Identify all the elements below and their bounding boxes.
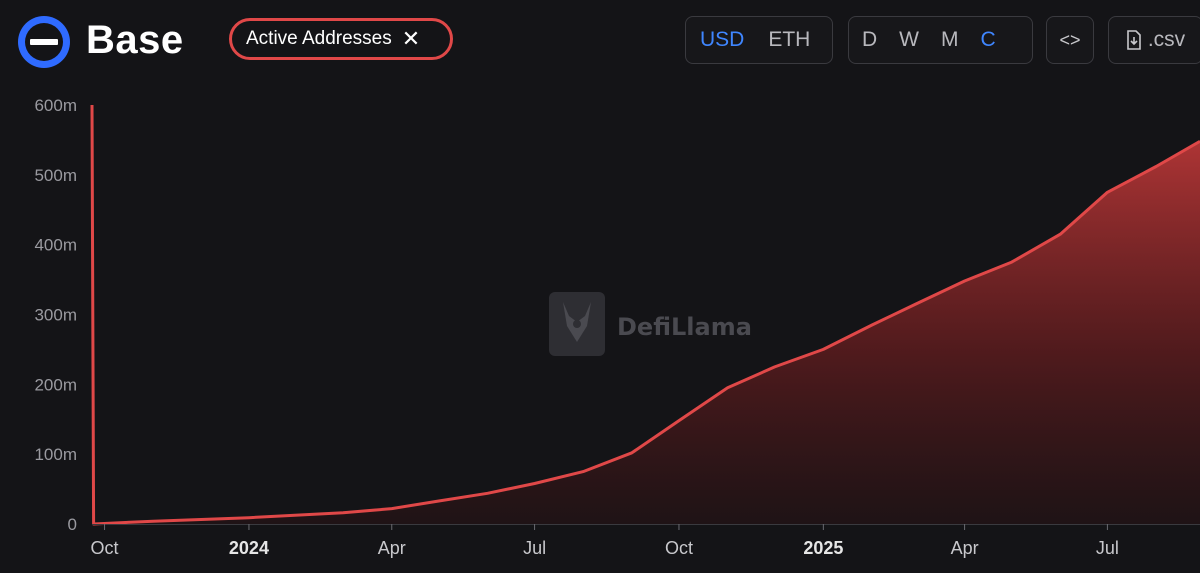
chart-header: Base Active Addresses ✕ USD ETH D W M C … [0,0,1200,90]
series-line [90,104,1200,526]
x-tick-label: Oct [91,538,119,558]
metric-chip-label: Active Addresses [246,28,392,49]
period-weekly-button[interactable]: W [899,28,919,51]
base-logo-icon [18,16,70,68]
y-tick-label: 500m [34,166,77,185]
llama-logo-icon [549,292,605,356]
y-tick-label: 200m [34,375,77,394]
code-icon: <> [1059,29,1081,50]
series-area [93,141,1200,524]
x-tick-label: 2024 [229,538,269,558]
x-tick-label: Jul [523,538,546,558]
download-csv-button[interactable]: .csv [1108,16,1200,64]
y-tick-label: 300m [34,306,77,325]
period-monthly-button[interactable]: M [941,28,959,51]
chain-title: Base [86,18,184,62]
active-addresses-chip[interactable]: Active Addresses ✕ [229,18,453,60]
y-tick-label: 600m [34,96,77,115]
y-tick-label: 400m [34,236,77,255]
y-tick-label: 0 [68,515,77,534]
y-tick-label: 100m [34,445,77,464]
period-toggle: D W M C [848,16,1033,64]
currency-eth-button[interactable]: ETH [768,28,811,51]
period-daily-button[interactable]: D [862,28,878,51]
embed-button[interactable]: <> [1046,16,1094,64]
y-axis: 0 100m 200m 300m 400m 500m 600m [34,96,77,534]
watermark: DefiLlama [549,292,752,356]
x-tick-label: Jul [1096,538,1119,558]
csv-label: .csv [1147,28,1186,51]
x-tick-label: Oct [665,538,693,558]
currency-toggle: USD ETH [685,16,833,64]
x-tick-label: 2025 [803,538,843,558]
watermark-text: DefiLlama [617,313,752,341]
x-axis: Oct 2024 Apr Jul Oct 2025 Apr Jul [91,524,1200,558]
period-cumulative-button[interactable]: C [980,28,996,51]
x-tick-label: Apr [378,538,406,558]
active-addresses-chart: DefiLlama 0 100m 200m 300m 400m 500m 600m Oct 2… [34,96,1200,558]
close-icon[interactable]: ✕ [401,26,421,51]
download-icon [1127,30,1141,50]
x-tick-label: Apr [951,538,979,558]
currency-usd-button[interactable]: USD [700,28,745,51]
